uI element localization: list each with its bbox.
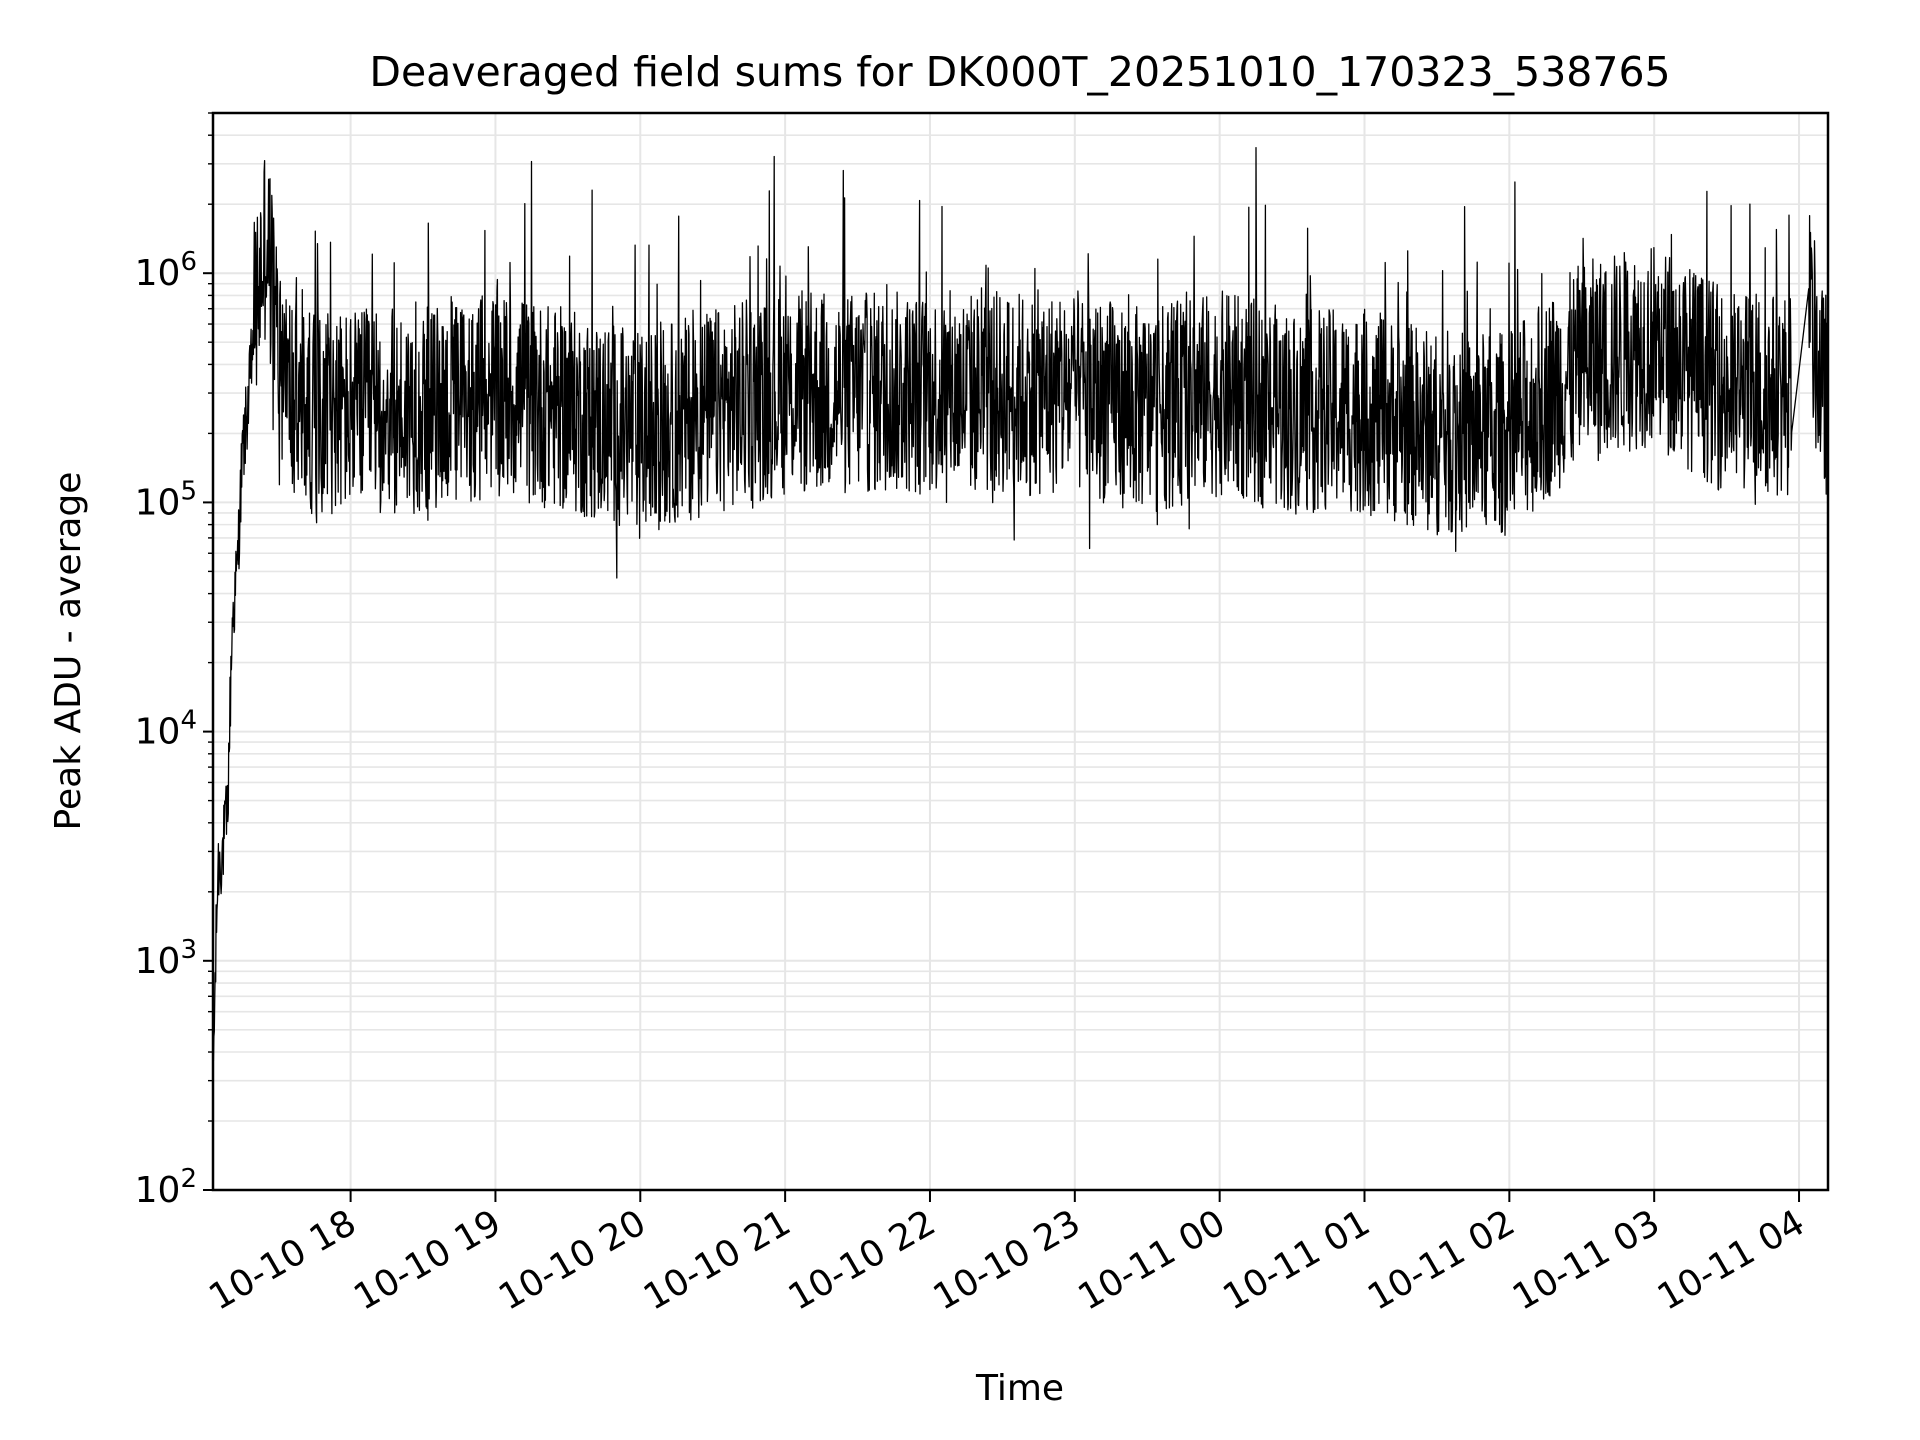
y-tick-label: 104 [135,706,197,753]
y-tick-label: 105 [135,476,197,523]
y-tick-label: 103 [135,935,197,982]
chart-title: Deaveraged field sums for DK000T_2025101… [369,48,1670,96]
plot-frame [211,111,1830,1192]
series-line [212,146,1829,1062]
grid [213,112,1828,1191]
x-axis-label: Time [975,1368,1064,1409]
y-tick-label: 106 [135,247,197,294]
y-axis-label: Peak ADU - average [48,472,89,831]
plot-data [212,146,1829,1062]
y-tick-label: 102 [135,1164,197,1211]
